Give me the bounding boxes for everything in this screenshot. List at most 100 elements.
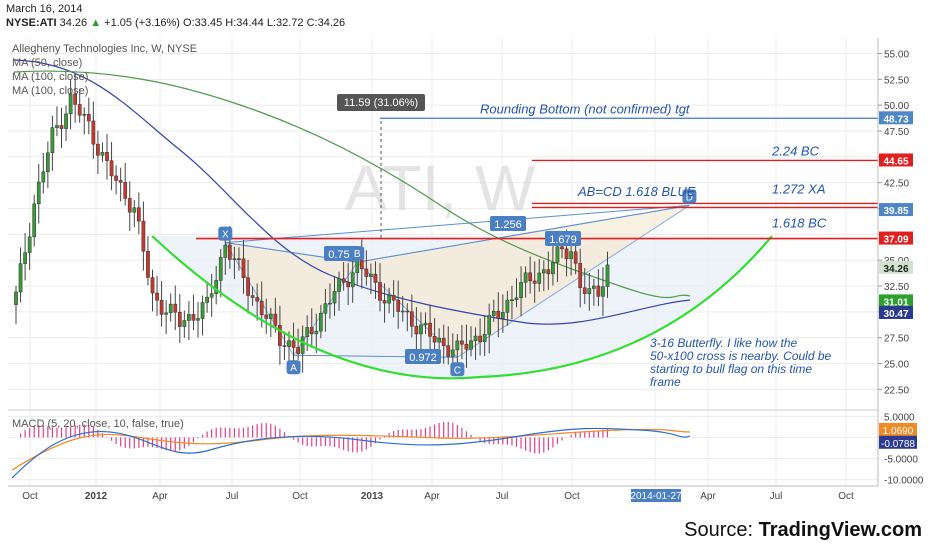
- ratio-box: [490, 216, 526, 231]
- price-badge-label: 48.73: [883, 114, 908, 125]
- butterfly-note-line: frame: [650, 375, 681, 389]
- candle-body: [14, 291, 18, 305]
- price-badge: [879, 111, 913, 125]
- candle-body: [291, 340, 296, 348]
- candle-body: [141, 220, 146, 252]
- point-box: [450, 362, 465, 377]
- macd-line: [11, 427, 691, 479]
- price-tick-label: 47.50: [884, 127, 909, 138]
- source-prefix: Source:: [684, 519, 759, 541]
- candle-body: [446, 345, 451, 357]
- price-tick-label: 50.00: [884, 101, 909, 112]
- open: O:33.45: [183, 17, 223, 29]
- candle-body: [264, 314, 269, 319]
- axes: 22.5025.0027.5030.0032.5035.0037.5040.00…: [8, 38, 924, 502]
- candle-body: [123, 182, 128, 199]
- price-badge: [879, 260, 913, 274]
- price-badge-label: 30.47: [883, 309, 908, 320]
- candle-body: [573, 251, 578, 264]
- candle-body: [268, 313, 273, 319]
- candle-body: [300, 336, 305, 354]
- candle-body: [487, 315, 492, 335]
- source-credit: Source: TradingView.com: [684, 519, 922, 542]
- macd-badge-label: -0.0788: [881, 439, 915, 450]
- candle-body: [601, 286, 605, 297]
- candle-body: [287, 340, 291, 347]
- point-label: D: [686, 192, 693, 203]
- candle-body: [587, 288, 592, 294]
- candle-body: [96, 143, 100, 156]
- target-label: Rounding Bottom (not confirmed) tgt: [480, 101, 691, 116]
- candle-body: [187, 314, 191, 321]
- candle-body: [419, 324, 423, 335]
- ratio-label: 0.757: [328, 249, 356, 261]
- harmonic-leg-bd: [357, 204, 690, 263]
- time-tick-label: Oct: [292, 491, 308, 502]
- candle-body: [523, 272, 528, 283]
- price-tick-label: 25.00: [884, 360, 909, 371]
- candle-body: [555, 246, 560, 263]
- price-badge: [879, 203, 913, 217]
- candle-body: [155, 292, 159, 301]
- price-badge: [879, 294, 913, 308]
- price-badge: [879, 153, 913, 167]
- candle-body: [309, 327, 314, 335]
- candle-body: [582, 287, 587, 294]
- candle-body: [282, 345, 287, 347]
- candle-body: [519, 282, 523, 299]
- candle-body: [482, 334, 487, 343]
- ratio-box: [545, 231, 581, 246]
- candle-body: [209, 293, 214, 298]
- time-tick-label: Jul: [770, 491, 783, 502]
- candle-body: [137, 207, 141, 222]
- point-label: X: [222, 230, 229, 241]
- ratio-label: 0.972: [409, 352, 437, 364]
- candle-body: [605, 264, 610, 287]
- candle-body: [391, 295, 396, 301]
- price-tick-label: 42.50: [884, 179, 909, 190]
- candle-body: [319, 312, 323, 332]
- candle-body: [50, 127, 55, 154]
- candle-body: [232, 258, 237, 260]
- candle-body: [146, 250, 150, 278]
- candle-body: [246, 277, 250, 296]
- candle-body: [382, 300, 387, 304]
- candle-body: [546, 269, 551, 275]
- candle-body: [259, 300, 264, 316]
- candle-body: [560, 246, 564, 250]
- candle-body: [460, 340, 464, 345]
- candle-body: [173, 303, 178, 313]
- candle-body: [410, 311, 414, 327]
- time-tick-label: 2013: [361, 491, 384, 502]
- price-tick-label: 22.50: [884, 385, 909, 396]
- grid: [8, 38, 878, 486]
- candles: [14, 74, 610, 376]
- butterfly-note-line: 50-x100 cross is nearby. Could be: [650, 349, 832, 363]
- quote-line: NYSE:ATI 34.26 ▲ +1.05 (+3.16%) O:33.45 …: [6, 17, 345, 29]
- candle-body: [350, 272, 355, 288]
- candle-body: [473, 335, 478, 342]
- price-tick-label: 27.50: [884, 334, 909, 345]
- price-tick-label: 32.50: [884, 282, 909, 293]
- abcd-note: AB=CD 1.618 BLUE: [577, 184, 696, 199]
- bc-1618-label: 1.618 BC: [772, 215, 827, 230]
- xa-1272-label: 1.272 XA: [772, 181, 826, 196]
- candle-body: [159, 299, 164, 315]
- candle-body: [18, 263, 23, 293]
- legend-ma-100-b: MA (100, close): [12, 85, 89, 97]
- candle-body: [332, 291, 337, 304]
- candle-body: [182, 320, 187, 327]
- candle-body: [510, 299, 514, 302]
- point-label: B: [354, 249, 361, 260]
- candle-body: [369, 273, 373, 277]
- candle-body: [132, 207, 137, 213]
- price-badge: [879, 305, 913, 319]
- candle-body: [387, 295, 391, 304]
- candle-body: [55, 125, 59, 128]
- candle-body: [100, 152, 105, 156]
- candle-body: [437, 337, 441, 343]
- price-badge-label: 37.09: [883, 235, 908, 246]
- candle-body: [205, 296, 209, 303]
- point-box: [218, 226, 233, 241]
